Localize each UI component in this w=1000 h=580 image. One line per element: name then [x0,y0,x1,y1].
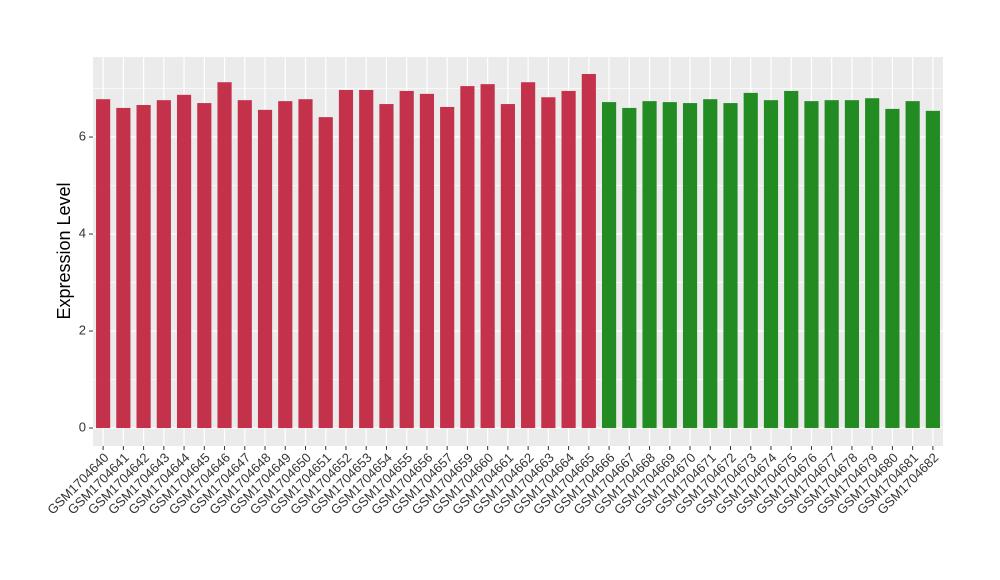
bar [844,100,860,429]
bar [561,90,576,429]
bar [96,99,111,429]
panel [93,57,943,446]
bar [237,100,252,429]
bar [703,99,718,429]
bar [399,90,414,429]
y-tick-label: 4 [79,225,86,240]
bar [682,103,698,429]
bar [318,117,333,429]
bar [662,102,677,429]
bar [379,104,394,429]
bar [359,89,374,429]
y-tick-label: 6 [79,128,86,143]
bar [156,100,171,429]
bar [743,92,758,429]
bar [824,100,839,429]
bar [804,101,819,429]
bar [521,82,536,429]
bar [925,110,940,429]
bar [601,102,617,429]
bar [480,84,495,429]
bar [278,101,293,429]
bar [217,82,232,429]
bar [338,89,354,429]
bar [257,109,273,429]
bar [541,97,556,429]
bar [136,105,151,429]
y-tick-label: 2 [79,322,86,337]
bar [622,107,637,429]
bar [784,90,799,429]
bar [723,103,738,429]
bar [116,107,131,429]
bar [419,93,435,429]
y-axis-label: Expression Level [54,182,74,319]
y-tick-label: 0 [79,419,86,434]
bar [763,100,779,429]
bar [905,101,920,429]
bar [581,73,596,429]
bar [197,103,212,429]
bar [298,99,313,429]
bar [500,104,515,429]
bar [865,98,880,429]
bar [176,94,192,429]
bar [642,101,657,429]
bar [885,108,900,429]
bar [460,86,475,429]
bar [440,106,455,429]
